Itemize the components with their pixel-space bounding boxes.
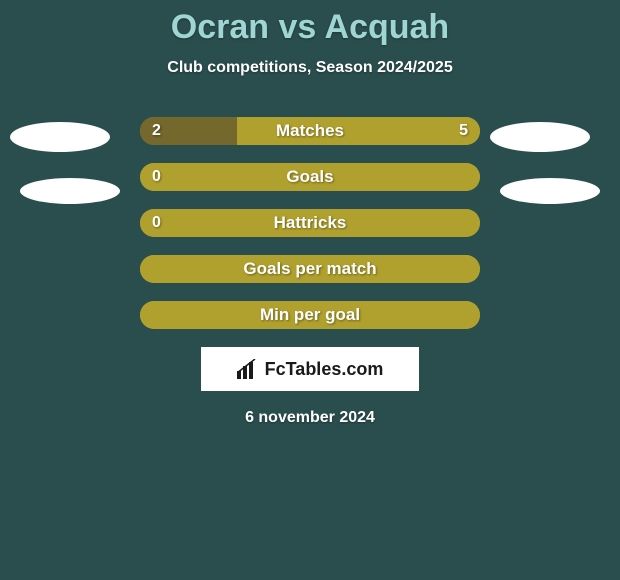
brand-text: FcTables.com [265,359,384,380]
date-line: 6 november 2024 [0,409,620,427]
bar-left-value: 0 [152,209,161,237]
stat-bar-goals-per-match: Goals per match [140,255,480,283]
stat-bar-hattricks: Hattricks0 [140,209,480,237]
stat-bar-matches: Matches25 [140,117,480,145]
stat-bar-goals: Goals0 [140,163,480,191]
subtitle: Club competitions, Season 2024/2025 [0,59,620,77]
bars-icon [237,359,259,379]
bar-right-segment [140,255,480,283]
player-avatar-left1 [10,122,110,152]
player-avatar-right2 [500,178,600,204]
bar-right-segment [140,209,480,237]
bar-left-value: 2 [152,117,161,145]
bar-right-value: 5 [459,117,468,145]
stat-bar-min-per-goal: Min per goal [140,301,480,329]
player-avatar-right1 [490,122,590,152]
bar-right-segment [237,117,480,145]
comparison-bars: Matches25Goals0Hattricks0Goals per match… [140,117,480,329]
page-title: Ocran vs Acquah [0,0,620,47]
bar-right-segment [140,301,480,329]
player-avatar-left2 [20,178,120,204]
bar-right-segment [140,163,480,191]
brand-badge[interactable]: FcTables.com [201,347,419,391]
bar-left-value: 0 [152,163,161,191]
